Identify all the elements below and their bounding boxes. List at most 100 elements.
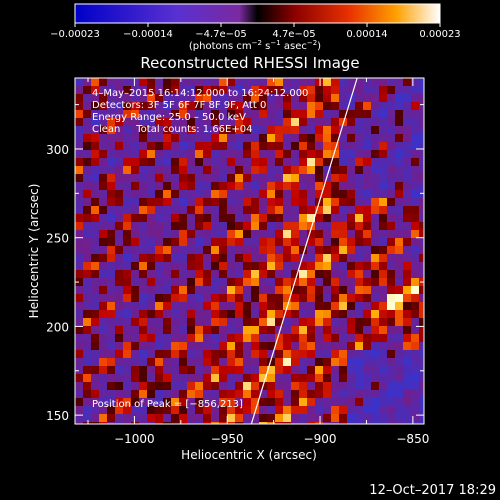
heatmap-cell bbox=[267, 270, 275, 278]
heatmap-cell bbox=[339, 190, 347, 198]
heatmap-cell bbox=[419, 326, 424, 334]
heatmap-cell bbox=[115, 182, 123, 190]
heatmap-cell bbox=[411, 294, 419, 302]
heatmap-cell bbox=[403, 302, 411, 310]
heatmap-cell bbox=[179, 342, 187, 350]
heatmap-cell bbox=[251, 78, 259, 86]
heatmap-cell bbox=[347, 102, 355, 110]
heatmap-cell bbox=[395, 414, 403, 422]
heatmap-cell bbox=[347, 390, 355, 398]
heatmap-cell bbox=[315, 334, 323, 342]
heatmap-cell bbox=[211, 342, 219, 350]
heatmap-cell bbox=[115, 230, 123, 238]
colorbar-tick-label: −4.7e−05 bbox=[195, 29, 247, 40]
heatmap-cell bbox=[155, 334, 163, 342]
heatmap-cell bbox=[243, 270, 251, 278]
heatmap-cell bbox=[179, 214, 187, 222]
heatmap-cell bbox=[363, 102, 371, 110]
heatmap-cell bbox=[179, 302, 187, 310]
heatmap-cell bbox=[283, 102, 291, 110]
heatmap-cell bbox=[155, 310, 163, 318]
heatmap-cell bbox=[107, 382, 115, 390]
heatmap-cell bbox=[275, 334, 283, 342]
heatmap-cell bbox=[291, 246, 299, 254]
heatmap-cell bbox=[267, 326, 275, 334]
heatmap-cell bbox=[291, 166, 299, 174]
heatmap-cell bbox=[395, 270, 403, 278]
heatmap-cell bbox=[283, 286, 291, 294]
heatmap-cell bbox=[235, 230, 243, 238]
heatmap-cell bbox=[203, 270, 211, 278]
heatmap-cell bbox=[187, 78, 195, 86]
heatmap-cell bbox=[227, 270, 235, 278]
heatmap-cell bbox=[139, 198, 147, 206]
heatmap-cell bbox=[275, 366, 283, 374]
heatmap-cell bbox=[219, 214, 227, 222]
heatmap-cell bbox=[411, 366, 419, 374]
heatmap-cell bbox=[171, 422, 179, 424]
y-axis-label: Heliocentric Y (arcsec) bbox=[27, 184, 41, 319]
heatmap-cell bbox=[195, 214, 203, 222]
heatmap-cell bbox=[179, 134, 187, 142]
heatmap-cell bbox=[179, 198, 187, 206]
heatmap-cell bbox=[227, 134, 235, 142]
heatmap-cell bbox=[195, 414, 203, 422]
heatmap-cell bbox=[219, 302, 227, 310]
heatmap-cell bbox=[163, 126, 171, 134]
heatmap-cell bbox=[291, 230, 299, 238]
heatmap-cell bbox=[155, 126, 163, 134]
heatmap-cell bbox=[355, 382, 363, 390]
heatmap-cell bbox=[91, 262, 99, 270]
heatmap-cell bbox=[259, 110, 267, 118]
heatmap-cell bbox=[179, 190, 187, 198]
heatmap-cell bbox=[171, 390, 179, 398]
heatmap-cell bbox=[323, 222, 331, 230]
heatmap-cell bbox=[203, 350, 211, 358]
heatmap-cell bbox=[139, 126, 147, 134]
heatmap-cell bbox=[291, 262, 299, 270]
heatmap-cell bbox=[203, 222, 211, 230]
heatmap-cell bbox=[411, 350, 419, 358]
heatmap-cell bbox=[91, 142, 99, 150]
heatmap-cell bbox=[379, 134, 387, 142]
heatmap-cell bbox=[299, 222, 307, 230]
heatmap-cell bbox=[163, 110, 171, 118]
heatmap-cell bbox=[347, 254, 355, 262]
heatmap-cell bbox=[395, 102, 403, 110]
heatmap-cell bbox=[387, 334, 395, 342]
heatmap-cell bbox=[147, 374, 155, 382]
heatmap-cell bbox=[323, 286, 331, 294]
heatmap-cell bbox=[379, 206, 387, 214]
heatmap-cell bbox=[387, 238, 395, 246]
heatmap-cell bbox=[235, 286, 243, 294]
heatmap-cell bbox=[275, 246, 283, 254]
heatmap-cell bbox=[331, 134, 339, 142]
heatmap-cell bbox=[115, 406, 123, 414]
heatmap-cell bbox=[371, 422, 379, 424]
heatmap-cell bbox=[243, 206, 251, 214]
heatmap-cell bbox=[91, 294, 99, 302]
heatmap-cell bbox=[235, 350, 243, 358]
heatmap-cell bbox=[163, 398, 171, 406]
heatmap-cell bbox=[235, 174, 243, 182]
heatmap-cell bbox=[283, 406, 291, 414]
heatmap-cell bbox=[203, 190, 211, 198]
heatmap-cell bbox=[387, 230, 395, 238]
heatmap-cell bbox=[267, 142, 275, 150]
heatmap-cell bbox=[123, 262, 131, 270]
heatmap-cell bbox=[387, 374, 395, 382]
heatmap-cell bbox=[163, 342, 171, 350]
heatmap-cell bbox=[219, 326, 227, 334]
heatmap-cell bbox=[283, 390, 291, 398]
heatmap-cell bbox=[395, 334, 403, 342]
heatmap-cell bbox=[259, 94, 267, 102]
heatmap-cell bbox=[219, 414, 227, 422]
heatmap-cell bbox=[131, 118, 139, 126]
heatmap-cell bbox=[307, 190, 315, 198]
heatmap-cell bbox=[387, 406, 395, 414]
heatmap-cell bbox=[395, 254, 403, 262]
heatmap-cell bbox=[251, 294, 259, 302]
heatmap-cell bbox=[291, 326, 299, 334]
heatmap-cell bbox=[179, 230, 187, 238]
heatmap-cell bbox=[131, 382, 139, 390]
